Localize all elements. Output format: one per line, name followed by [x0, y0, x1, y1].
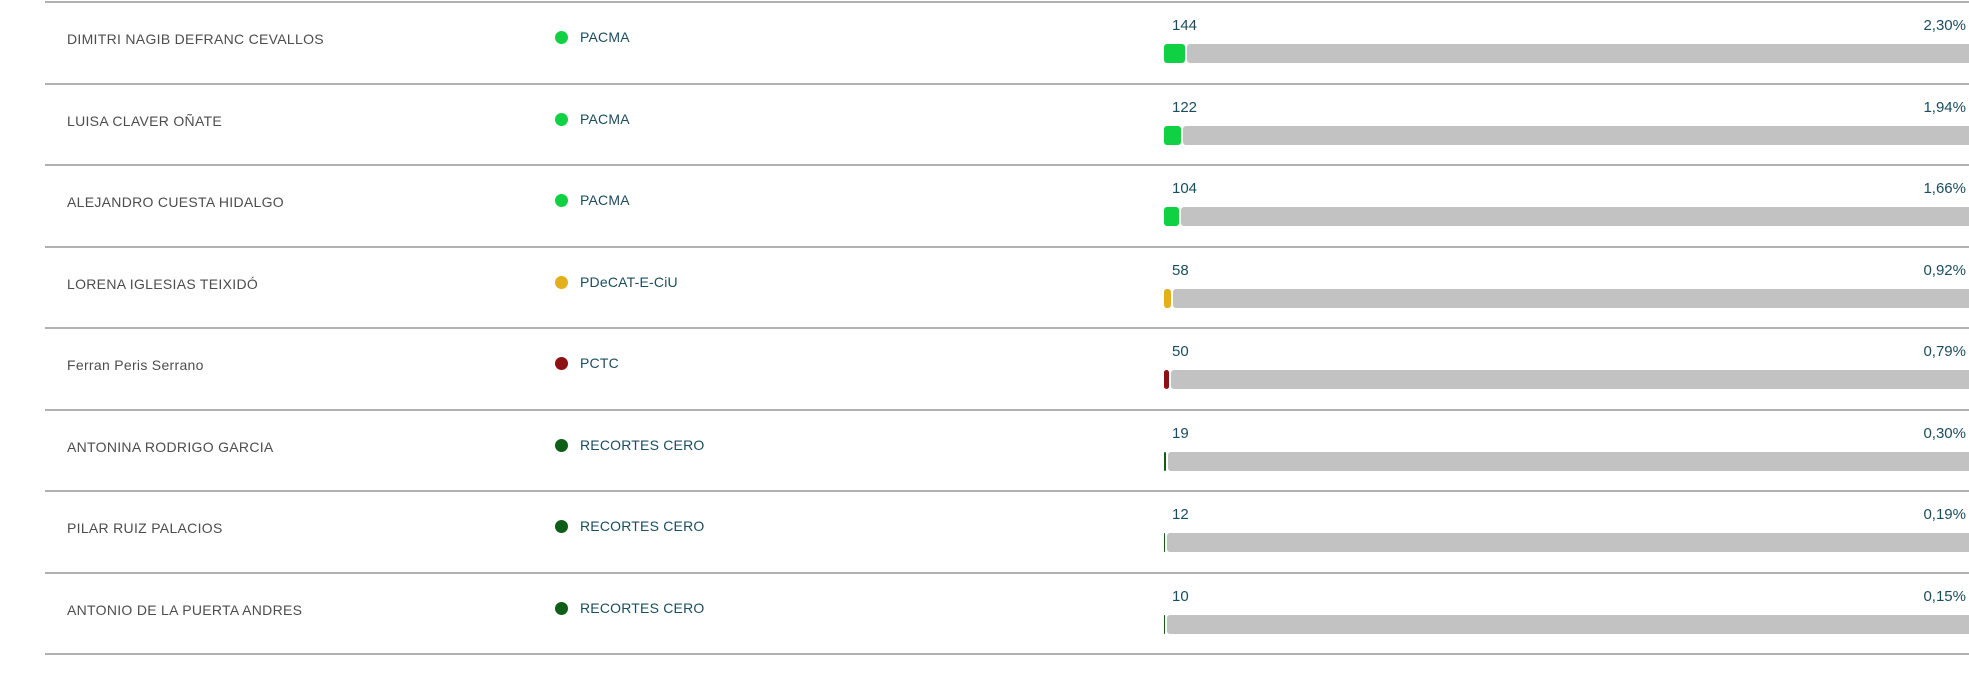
- party-group: PACMA: [555, 29, 630, 46]
- votes-percent: 1,94%: [1923, 98, 1966, 116]
- votes-bar-cell: 19 0,30%: [1164, 411, 1969, 491]
- votes-bar-fill: [1164, 370, 1169, 389]
- votes-count: 19: [1172, 424, 1189, 442]
- votes-bar-fill: [1164, 288, 1171, 308]
- votes-bar-cell: 122 1,94%: [1164, 85, 1969, 165]
- votes-percent: 0,92%: [1923, 261, 1966, 279]
- votes-count: 144: [1172, 17, 1198, 34]
- votes-bar-cell: 12 0,19%: [1164, 492, 1969, 572]
- party-color-dot-icon: [555, 357, 568, 370]
- candidate-name: ALEJANDRO CUESTA HIDALGO: [67, 194, 284, 210]
- candidate-row: Ferran Peris Serrano PCTC 50 0,79%: [45, 327, 1969, 409]
- candidate-name: ANTONINA RODRIGO GARCIA: [67, 438, 274, 455]
- votes-count: 104: [1172, 180, 1198, 197]
- votes-bar: [1164, 125, 1969, 145]
- party-group: PDeCAT-E-CiU: [555, 274, 678, 291]
- candidate-name: LUISA CLAVER OÑATE: [67, 112, 223, 129]
- votes-bar: [1164, 533, 1969, 552]
- party-color-dot-icon: [555, 275, 568, 289]
- candidate-row: LUISA CLAVER OÑATE PACMA 122 1,94%: [45, 82, 1969, 165]
- candidate-row: PILAR RUIZ PALACIOS RECORTES CERO 12 0,1…: [45, 490, 1969, 572]
- party-color-dot-icon: [555, 112, 568, 126]
- votes-bar: [1164, 44, 1969, 63]
- votes-percent: 0,15%: [1923, 587, 1966, 605]
- party-name: PACMA: [580, 192, 630, 208]
- candidate-name: Ferran Peris Serrano: [67, 357, 204, 373]
- party-name: RECORTES CERO: [580, 599, 705, 616]
- votes-bar: [1164, 288, 1969, 308]
- votes-bar-cell: 104 1,66%: [1164, 166, 1969, 246]
- candidate-row: ANTONIO DE LA PUERTA ANDRES RECORTES CER…: [45, 571, 1969, 654]
- votes-count: 50: [1172, 343, 1189, 360]
- votes-percent: 0,30%: [1923, 424, 1966, 442]
- party-name: PACMA: [580, 29, 630, 45]
- party-name: PDeCAT-E-CiU: [580, 273, 678, 290]
- votes-count: 12: [1172, 506, 1189, 523]
- votes-percent: 0,19%: [1923, 506, 1966, 523]
- candidate-row: ALEJANDRO CUESTA HIDALGO PACMA 104 1,66%: [45, 164, 1969, 246]
- votes-count: 10: [1172, 587, 1189, 605]
- votes-count: 58: [1172, 261, 1189, 279]
- candidate-name: DIMITRI NAGIB DEFRANC CEVALLOS: [67, 31, 324, 47]
- votes-bar-cell: 144 2,30%: [1164, 3, 1969, 83]
- votes-bar-track: [1187, 44, 1969, 63]
- votes-bar-track: [1167, 533, 1969, 552]
- votes-count: 122: [1172, 98, 1198, 116]
- party-color-dot-icon: [555, 520, 568, 533]
- party-name: RECORTES CERO: [580, 436, 705, 453]
- votes-bar: [1164, 207, 1969, 226]
- candidate-row: ANTONINA RODRIGO GARCIA RECORTES CERO 19…: [45, 408, 1969, 491]
- candidate-name: LORENA IGLESIAS TEIXIDÓ: [67, 275, 259, 292]
- votes-bar: [1164, 614, 1969, 634]
- votes-percent: 2,30%: [1923, 17, 1966, 34]
- candidate-results-list: DIMITRI NAGIB DEFRANC CEVALLOS PACMA 144…: [45, 1, 1969, 655]
- votes-bar: [1164, 451, 1969, 471]
- candidate-name: ANTONIO DE LA PUERTA ANDRES: [67, 601, 303, 618]
- votes-bar-fill: [1164, 44, 1185, 63]
- votes-bar-track: [1168, 451, 1969, 471]
- votes-bar-fill: [1164, 451, 1166, 471]
- votes-bar-cell: 10 0,15%: [1164, 574, 1969, 654]
- votes-percent: 0,79%: [1923, 343, 1966, 360]
- party-color-dot-icon: [555, 31, 568, 44]
- votes-bar-fill: [1164, 533, 1165, 552]
- votes-bar-track: [1173, 288, 1969, 308]
- candidate-row: DIMITRI NAGIB DEFRANC CEVALLOS PACMA 144…: [45, 1, 1969, 83]
- party-group: RECORTES CERO: [555, 600, 704, 617]
- party-color-dot-icon: [555, 194, 568, 207]
- votes-bar-track: [1183, 125, 1969, 145]
- votes-bar: [1164, 370, 1969, 389]
- votes-percent: 1,66%: [1923, 180, 1966, 197]
- party-name: RECORTES CERO: [580, 518, 705, 534]
- party-group: PACMA: [555, 192, 630, 209]
- votes-bar-cell: 58 0,92%: [1164, 248, 1969, 328]
- party-name: PACMA: [580, 110, 630, 127]
- party-group: RECORTES CERO: [555, 437, 704, 454]
- party-group: PACMA: [555, 111, 630, 128]
- party-name: PCTC: [580, 355, 619, 371]
- votes-bar-track: [1181, 207, 1969, 226]
- candidate-row: LORENA IGLESIAS TEIXIDÓ PDeCAT-E-CiU 58 …: [45, 245, 1969, 328]
- party-group: PCTC: [555, 355, 619, 372]
- party-color-dot-icon: [555, 438, 568, 452]
- votes-bar-cell: 50 0,79%: [1164, 329, 1969, 409]
- votes-bar-track: [1171, 370, 1969, 389]
- votes-bar-fill: [1164, 207, 1179, 226]
- candidate-name: PILAR RUIZ PALACIOS: [67, 520, 223, 536]
- party-color-dot-icon: [555, 601, 568, 615]
- votes-bar-fill: [1164, 125, 1181, 145]
- votes-bar-fill: [1164, 614, 1165, 634]
- party-group: RECORTES CERO: [555, 518, 704, 535]
- votes-bar-track: [1167, 614, 1969, 634]
